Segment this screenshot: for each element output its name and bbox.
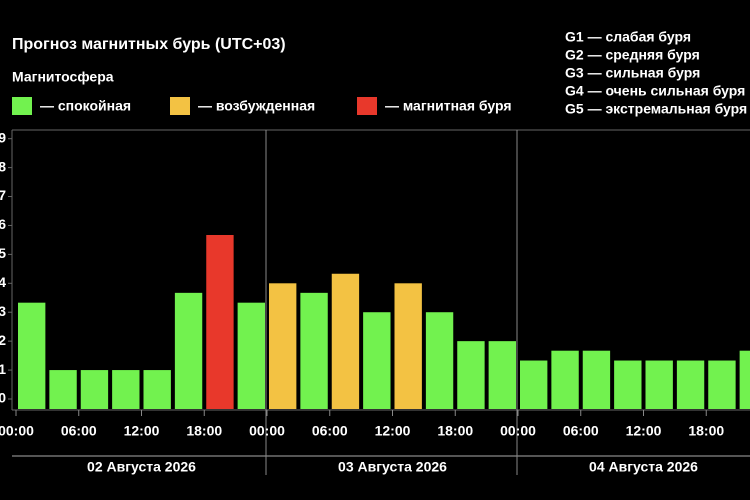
- bar: [614, 360, 642, 409]
- x-tick-label: 06:00: [563, 423, 599, 439]
- x-tick-label: 18:00: [437, 423, 473, 439]
- bar: [394, 283, 422, 409]
- storm-scale-label: G3 — сильная буря: [565, 65, 700, 81]
- bar: [269, 283, 297, 409]
- bar: [645, 360, 673, 409]
- chart-subtitle: Магнитосфера: [12, 69, 114, 85]
- legend-swatch: [12, 97, 32, 115]
- bar: [363, 312, 391, 409]
- x-tick-label: 12:00: [375, 423, 411, 439]
- day-label: 04 Августа 2026: [589, 459, 698, 475]
- bar: [457, 341, 485, 409]
- x-tick-label: 06:00: [312, 423, 348, 439]
- bar: [80, 370, 109, 409]
- y-tick-label: 8: [0, 158, 6, 174]
- day-label: 03 Августа 2026: [338, 459, 447, 475]
- y-tick-label: 2: [0, 332, 6, 348]
- bar: [143, 370, 171, 409]
- bar: [676, 360, 705, 409]
- x-tick-label: 18:00: [688, 423, 724, 439]
- legend-swatch: [357, 97, 377, 115]
- y-tick-label: 1: [0, 361, 6, 377]
- bar: [425, 312, 454, 409]
- storm-scale-label: G1 — слабая буря: [565, 29, 691, 45]
- bar: [237, 302, 265, 409]
- legend-label: — спокойная: [40, 98, 131, 114]
- x-tick-label: 00:00: [0, 423, 34, 439]
- bar: [206, 234, 234, 409]
- legend-label: — магнитная буря: [385, 98, 512, 114]
- bar: [551, 350, 579, 409]
- bar: [488, 341, 516, 409]
- legend-swatch: [170, 97, 190, 115]
- y-tick-label: 6: [0, 216, 6, 232]
- bar: [331, 273, 360, 409]
- bar: [112, 370, 140, 409]
- y-tick-label: 3: [0, 303, 6, 319]
- x-tick-label: 00:00: [249, 423, 285, 439]
- x-tick-label: 06:00: [61, 423, 97, 439]
- x-tick-label: 00:00: [500, 423, 536, 439]
- x-tick-label: 12:00: [626, 423, 662, 439]
- bar: [300, 292, 328, 409]
- x-tick-label: 12:00: [124, 423, 160, 439]
- x-tick-label: 18:00: [186, 423, 222, 439]
- y-tick-label: 5: [0, 245, 6, 261]
- bar: [708, 360, 736, 409]
- bar: [49, 370, 77, 409]
- storm-scale-label: G2 — средняя буря: [565, 47, 700, 63]
- y-tick-label: 9: [0, 129, 6, 145]
- bar: [582, 350, 611, 409]
- y-tick-label: 4: [0, 274, 6, 290]
- y-tick-label: 0: [0, 390, 6, 406]
- bar: [174, 292, 203, 409]
- storm-scale-label: G5 — экстремальная буря: [565, 101, 747, 117]
- bar: [18, 302, 46, 409]
- y-tick-label: 7: [0, 187, 6, 203]
- storm-scale-label: G4 — очень сильная буря: [565, 83, 745, 99]
- day-label: 02 Августа 2026: [87, 459, 196, 475]
- chart-title: Прогноз магнитных бурь (UTC+03): [12, 36, 286, 53]
- bar: [520, 360, 548, 409]
- bar: [739, 350, 750, 409]
- legend-label: — возбужденная: [198, 98, 315, 114]
